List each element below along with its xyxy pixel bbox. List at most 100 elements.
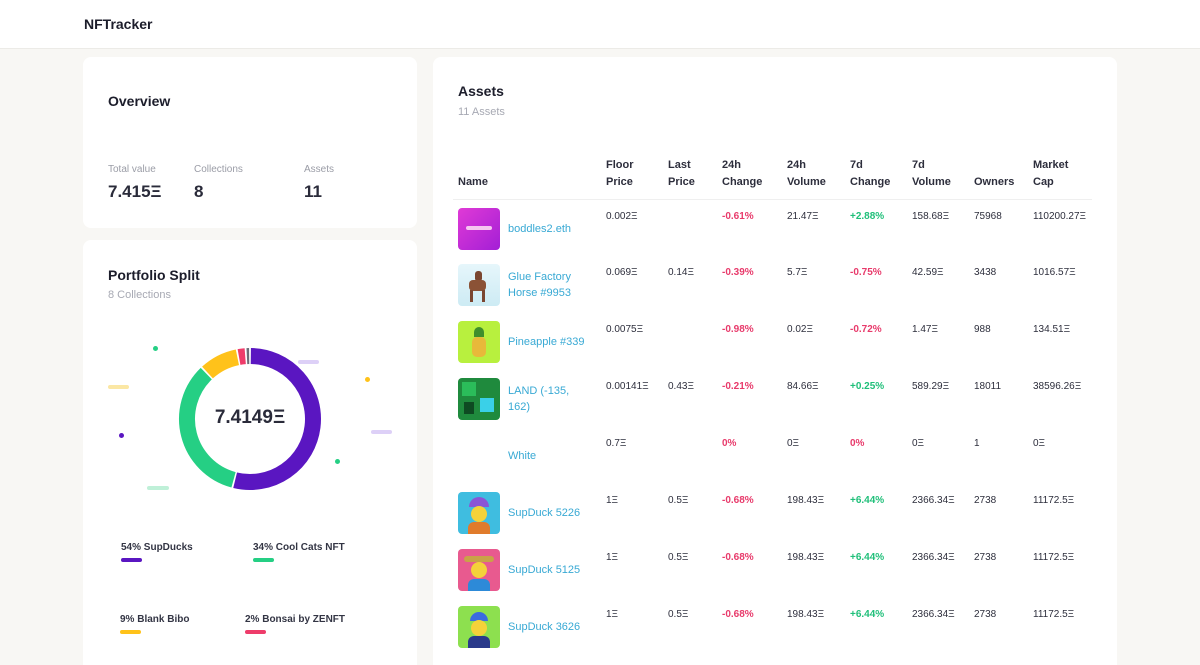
24h-volume-value: 5.7Ξ [787, 267, 808, 278]
cell-last-price [663, 427, 717, 484]
asset-thumbnail[interactable] [458, 549, 500, 591]
total-value-label: Total value [108, 164, 156, 175]
asset-thumbnail[interactable] [458, 492, 500, 534]
legend-item-cool-cats: 34% Cool Cats NFT [253, 542, 345, 553]
7d-volume-value: 2366.34Ξ [912, 495, 955, 506]
cell-7d-change: +6.44% [845, 484, 907, 541]
floor-price-value: 0.00141Ξ [606, 381, 649, 392]
table-row[interactable]: Glue Factory Horse #9953 0.069Ξ 0.14Ξ -0.39… [453, 256, 1092, 313]
cell-7d-volume: 1.47Ξ [907, 313, 969, 370]
asset-thumbnail[interactable] [458, 264, 500, 306]
cell-market-cap: 38596.26Ξ [1028, 370, 1092, 427]
7d-change-value: +6.44% [850, 609, 885, 620]
7d-change-value: +6.44% [850, 552, 885, 563]
7d-change-value: +6.44% [850, 495, 885, 506]
7d-volume-value: 0Ξ [912, 438, 925, 449]
floor-price-value: 1Ξ [606, 609, 619, 620]
7d-change-value: +0.25% [850, 381, 885, 392]
portfolio-total: 7.4149Ξ [214, 407, 286, 428]
legend-item-supducks: 54% SupDucks [121, 542, 193, 553]
asset-name-link[interactable]: boddles2.eth [508, 222, 571, 235]
last-price-value: 0.5Ξ [668, 609, 689, 620]
24h-change-value: -0.68% [722, 495, 754, 506]
market-cap-value: 134.51Ξ [1033, 324, 1071, 335]
cell-floor-price: 1Ξ [601, 541, 663, 598]
cell-7d-change: -0.75% [845, 256, 907, 313]
24h-volume-value: 198.43Ξ [787, 495, 825, 506]
cell-24h-volume: 21.47Ξ [782, 199, 845, 256]
table-row[interactable]: White 0.7Ξ 0% 0Ξ 0% 0Ξ 1 0Ξ [453, 427, 1092, 484]
7d-change-value: +2.88% [850, 210, 885, 222]
donut-segment-bonsai-by-zenft[interactable] [237, 348, 246, 365]
confetti-decoration [119, 433, 124, 438]
cell-7d-volume: 2366.34Ξ [907, 484, 969, 541]
table-row[interactable]: SupDuck 3626 1Ξ 0.5Ξ -0.68% 198.43Ξ +6.44% 236… [453, 598, 1092, 655]
market-cap-value: 1016.57Ξ [1033, 267, 1076, 278]
table-row[interactable]: LAND (-135, 162) 0.00141Ξ 0.43Ξ -0.21% 84.66… [453, 370, 1092, 427]
asset-name-cell: Pineapple #339 [453, 313, 601, 370]
asset-thumbnail[interactable] [458, 435, 500, 477]
asset-name-cell: boddles2.eth [453, 199, 601, 256]
donut-segment-supducks[interactable] [233, 348, 321, 490]
column-header-owners[interactable]: Owners [969, 155, 1028, 200]
7d-volume-value: 42.59Ξ [912, 267, 944, 278]
owners-value: 1 [974, 438, 980, 449]
cell-7d-change: 0% [845, 427, 907, 484]
cell-floor-price: 0.002Ξ [601, 199, 663, 256]
owners-value: 2738 [974, 609, 997, 620]
asset-name-link[interactable]: LAND (-135, 162) [508, 385, 570, 413]
column-header-24h-volume[interactable]: 24h Volume [787, 158, 826, 188]
cell-floor-price: 0.0075Ξ [601, 313, 663, 370]
24h-change-value: -0.61% [722, 210, 754, 222]
asset-name-link[interactable]: Pineapple #339 [508, 336, 585, 348]
asset-thumbnail[interactable] [458, 321, 500, 363]
last-price-value: 0.5Ξ [668, 495, 689, 506]
asset-name-link[interactable]: SupDuck 5125 [508, 564, 581, 576]
cell-7d-volume: 42.59Ξ [907, 256, 969, 313]
top-bar: NFTracker [0, 0, 1200, 49]
asset-thumbnail[interactable] [458, 378, 500, 420]
column-header-name[interactable]: Name [453, 155, 601, 200]
column-header-floor-price[interactable]: Floor Price [606, 158, 634, 188]
confetti-decoration [371, 430, 392, 434]
legend-swatch-supducks [121, 558, 142, 562]
owners-value: 2738 [974, 495, 997, 506]
cell-floor-price: 0.7Ξ [601, 427, 663, 484]
portfolio-donut-chart [179, 348, 321, 490]
asset-name-link[interactable]: Glue Factory Horse #9953 [508, 271, 571, 299]
asset-name-link[interactable]: SupDuck 5226 [508, 507, 581, 519]
column-header-24h-change[interactable]: 24h Change [722, 158, 763, 188]
asset-name-link[interactable]: SupDuck 3626 [508, 621, 581, 633]
cell-market-cap: 11172.5Ξ [1028, 484, 1092, 541]
cell-24h-change: -0.68% [717, 541, 782, 598]
cell-7d-change: +2.88% [845, 199, 907, 256]
brand-logo[interactable]: NFTracker [84, 16, 153, 32]
market-cap-value: 38596.26Ξ [1033, 381, 1082, 392]
cell-market-cap: 11172.5Ξ [1028, 598, 1092, 655]
column-header-last-price[interactable]: Last Price [668, 158, 695, 188]
table-row[interactable]: SupDuck 5125 1Ξ 0.5Ξ -0.68% 198.43Ξ +6.44% 236… [453, 541, 1092, 598]
cell-24h-volume: 5.7Ξ [782, 256, 845, 313]
asset-thumbnail[interactable] [458, 606, 500, 648]
column-header-market-cap[interactable]: Market Cap [1033, 158, 1069, 188]
cell-last-price: 0.5Ξ [663, 484, 717, 541]
table-row[interactable]: SupDuck 5226 1Ξ 0.5Ξ -0.68% 198.43Ξ +6.44% 236… [453, 484, 1092, 541]
market-cap-value: 11172.5Ξ [1033, 495, 1075, 506]
table-row[interactable]: Pineapple #339 0.0075Ξ -0.98% 0.02Ξ -0.72% 1.… [453, 313, 1092, 370]
24h-change-value: -0.68% [722, 609, 754, 620]
asset-thumbnail[interactable] [458, 207, 500, 250]
owners-value: 18011 [974, 381, 1002, 392]
donut-segment-blank-bibo[interactable] [202, 349, 240, 379]
confetti-decoration [365, 377, 370, 382]
column-header-7d-change[interactable]: 7d Change [850, 158, 891, 188]
table-row[interactable]: boddles2.eth 0.002Ξ -0.61% 21.47Ξ +2.88% 158.… [453, 199, 1092, 256]
7d-change-value: -0.75% [850, 267, 882, 278]
donut-segment-cool-cats-nft[interactable] [179, 367, 236, 488]
asset-name-link[interactable]: White [508, 450, 537, 462]
column-header-7d-volume[interactable]: 7d Volume [912, 158, 951, 188]
floor-price-value: 0.069Ξ [606, 267, 638, 278]
7d-volume-value: 2366.34Ξ [912, 609, 955, 620]
cell-24h-volume: 198.43Ξ [782, 598, 845, 655]
7d-volume-value: 1.47Ξ [912, 324, 938, 335]
confetti-decoration [147, 486, 169, 490]
